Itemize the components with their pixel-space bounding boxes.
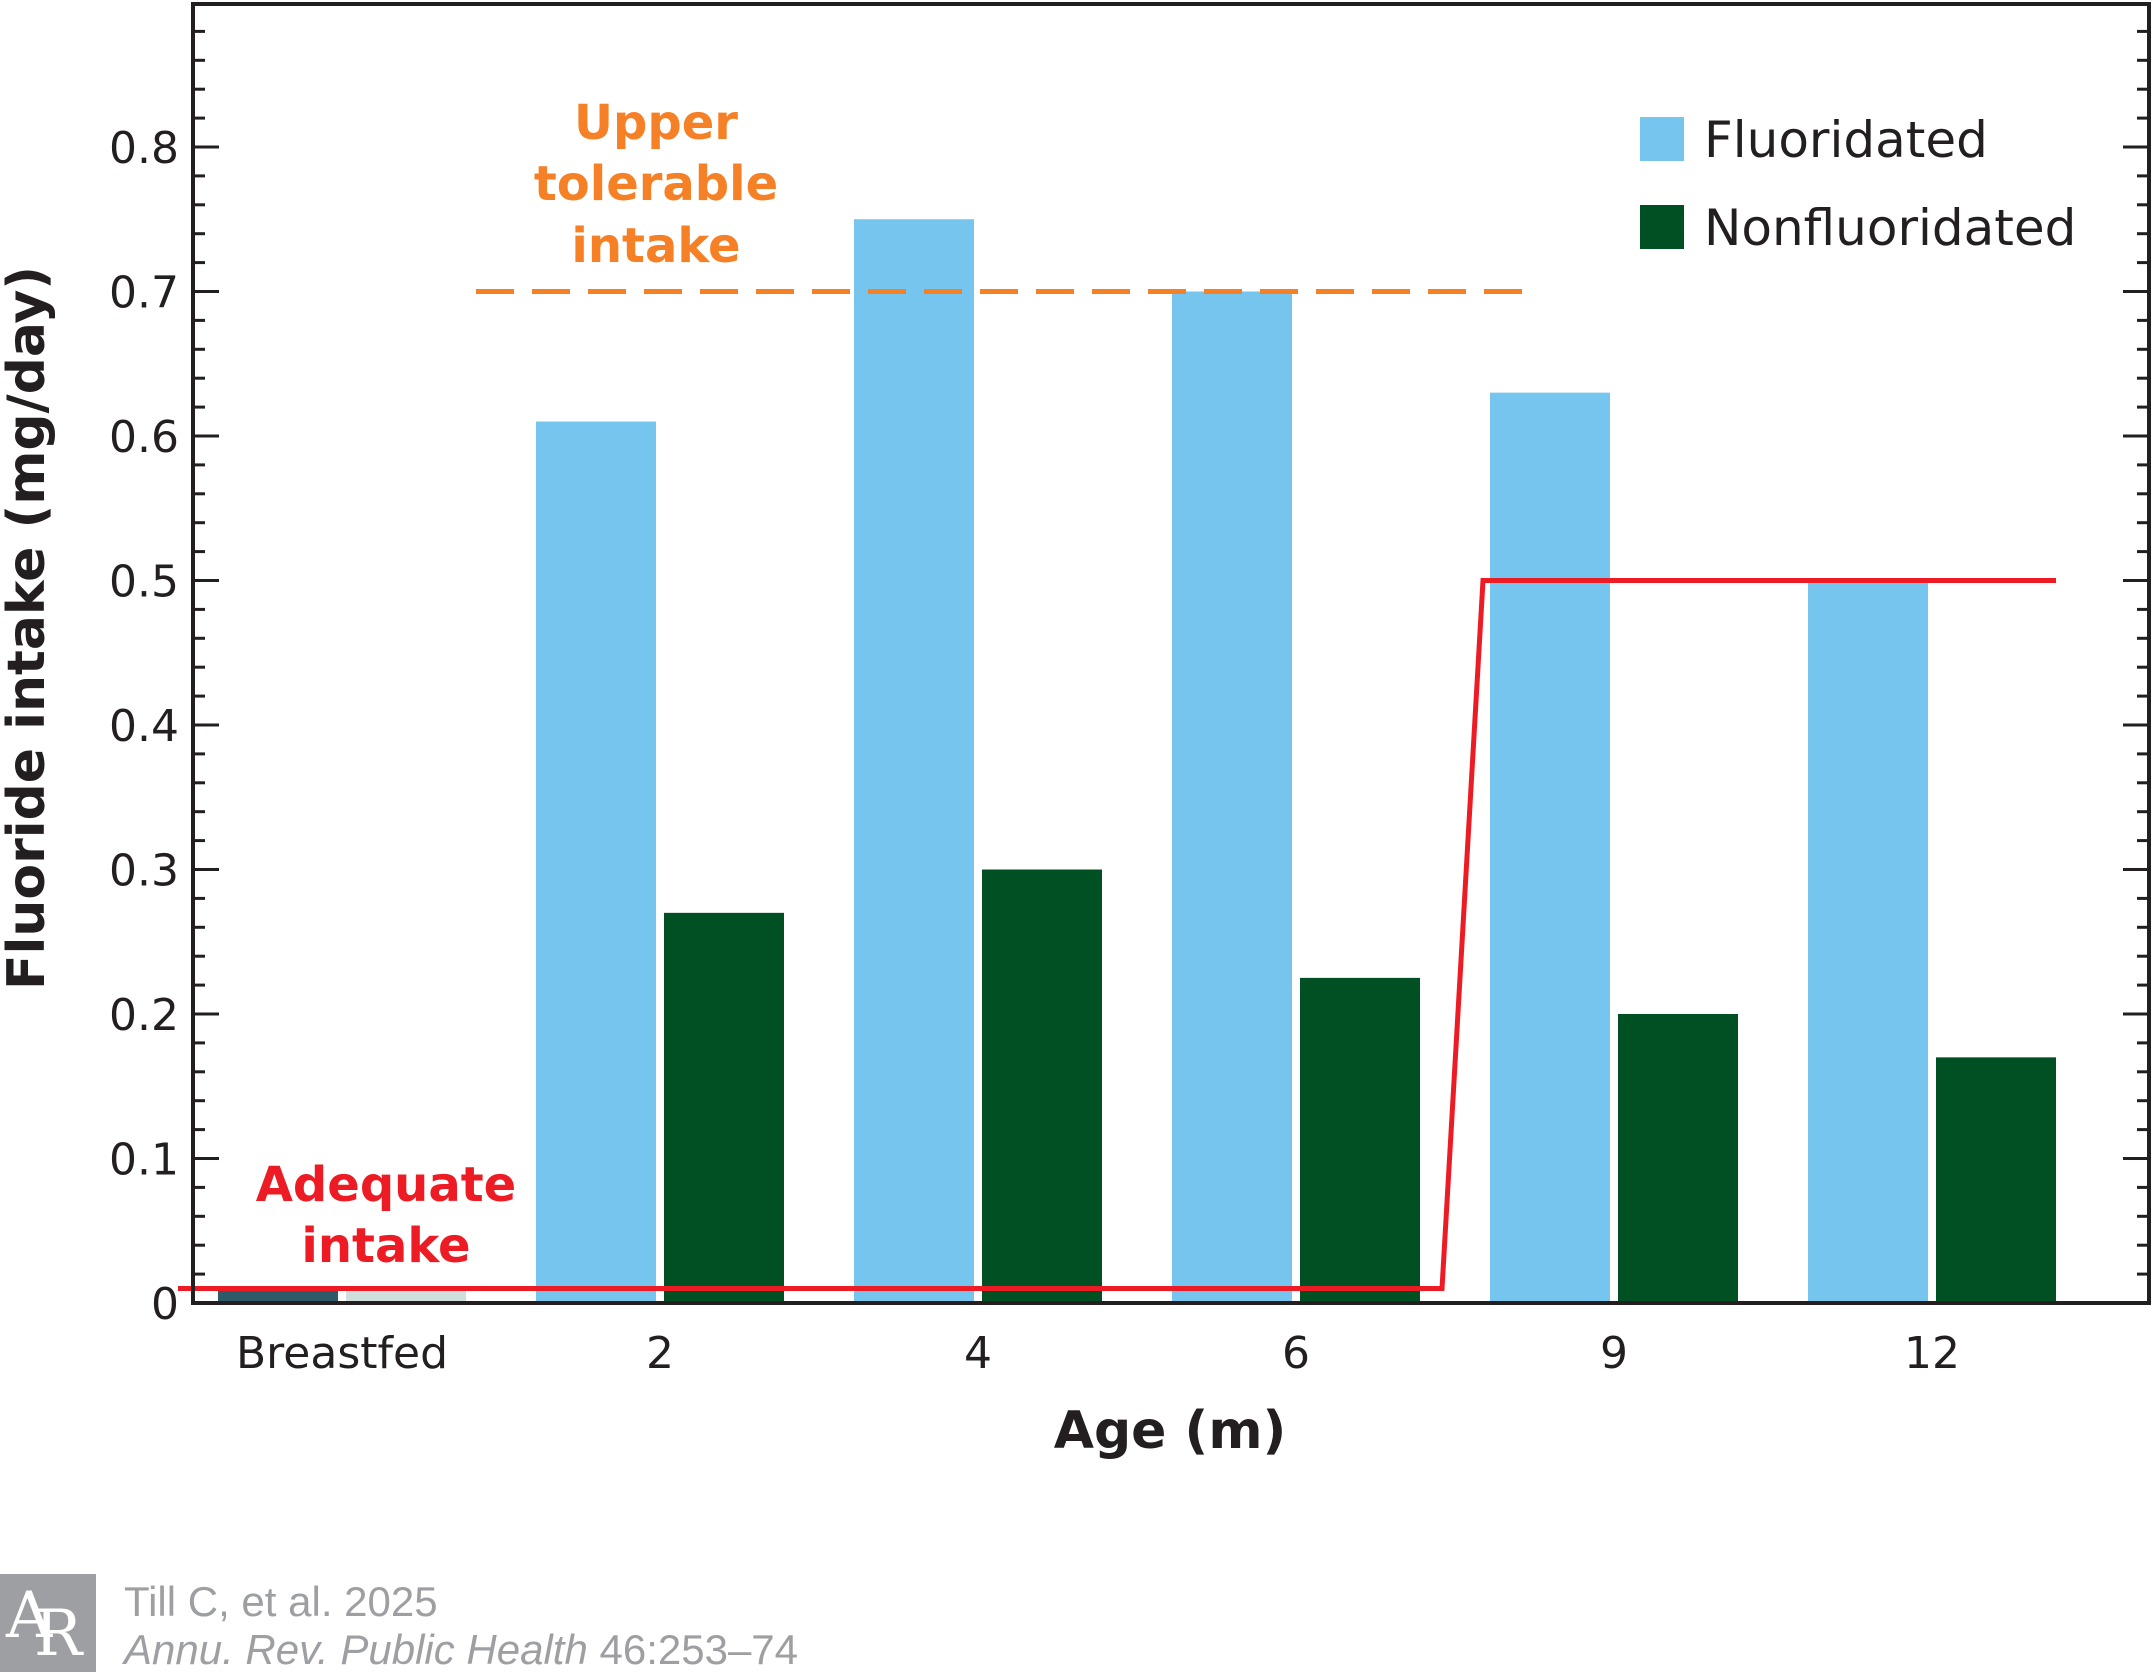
y-tick-label: 0.3 xyxy=(109,846,179,897)
x-axis-title: Age (m) xyxy=(1054,1401,1287,1461)
adequate-intake-line xyxy=(178,578,2056,1292)
svg-text:tolerable: tolerable xyxy=(534,156,778,212)
legend-swatch-fluoridated xyxy=(1640,117,1684,161)
bar-nonfluoridated-breastfed xyxy=(346,1288,466,1303)
y-tick-label: 0.1 xyxy=(109,1135,179,1186)
legend-label-fluoridated: Fluoridated xyxy=(1704,111,1988,169)
x-tick-label: 4 xyxy=(964,1328,992,1379)
bar-nonfluoridated-2 xyxy=(664,912,784,1303)
bar-nonfluoridated-4 xyxy=(982,869,1102,1303)
x-tick-label: 9 xyxy=(1600,1328,1628,1379)
reference-lines-layer xyxy=(178,289,2056,1292)
bar-fluoridated-12 xyxy=(1808,580,1928,1303)
x-tick-label: 2 xyxy=(646,1328,674,1379)
y-tick-label: 0.4 xyxy=(109,701,179,752)
x-tick-label: Breastfed xyxy=(236,1328,448,1379)
x-tick-label: 6 xyxy=(1282,1328,1310,1379)
y-tick-label: 0.2 xyxy=(109,990,179,1041)
journal-name: Annu. Rev. Public Health xyxy=(124,1626,588,1673)
upper-tolerable-intake-label: Upper tolerable intake xyxy=(534,95,778,274)
legend-label-nonfluoridated: Nonfluoridated xyxy=(1704,199,2076,257)
y-axis-title: Fluoride intake (mg/day) xyxy=(0,266,57,990)
y-tick-label: 0.5 xyxy=(109,557,179,608)
citation-text: Till C, et al. 2025 xyxy=(124,1578,438,1625)
plot-frame xyxy=(191,2,2151,1305)
svg-text:intake: intake xyxy=(571,218,740,274)
adequate-intake-label: Adequate intake xyxy=(256,1157,516,1274)
svg-text:Upper: Upper xyxy=(574,95,738,151)
axes-layer: 0 0.1 0.2 0.3 0.4 0.5 0.6 0.7 0.8 Breastfed 2 4 6 9 12 xyxy=(109,2,2151,1379)
bar-fluoridated-4 xyxy=(854,219,974,1303)
bar-chart: 0 0.1 0.2 0.3 0.4 0.5 0.6 0.7 0.8 Breastfed 2 4 6 9 12… xyxy=(0,2,2151,1461)
journal-pages: 46:253–74 xyxy=(599,1626,799,1673)
svg-text:intake: intake xyxy=(301,1218,470,1274)
bar-fluoridated-6 xyxy=(1172,291,1292,1303)
journal-reference: Annu. Rev. Public Health 46:253–74 xyxy=(124,1626,798,1674)
bar-nonfluoridated-12 xyxy=(1936,1057,2056,1303)
bar-fluoridated-2 xyxy=(536,421,656,1303)
y-tick-label: 0 xyxy=(151,1279,179,1330)
x-tick-label: 12 xyxy=(1904,1328,1960,1379)
y-tick-label: 0.8 xyxy=(109,123,179,174)
y-tick-label: 0.7 xyxy=(109,268,179,319)
bars-layer xyxy=(218,219,2056,1303)
bar-nonfluoridated-9 xyxy=(1618,1014,1738,1303)
bar-nonfluoridated-6 xyxy=(1300,977,1420,1303)
legend-swatch-nonfluoridated xyxy=(1640,205,1684,249)
legend: Fluoridated Nonfluoridated xyxy=(1640,111,2076,257)
y-tick-label: 0.6 xyxy=(109,412,179,463)
bar-fluoridated-breastfed xyxy=(218,1288,338,1303)
bar-fluoridated-9 xyxy=(1490,392,1610,1303)
svg-text:Adequate: Adequate xyxy=(256,1157,516,1213)
